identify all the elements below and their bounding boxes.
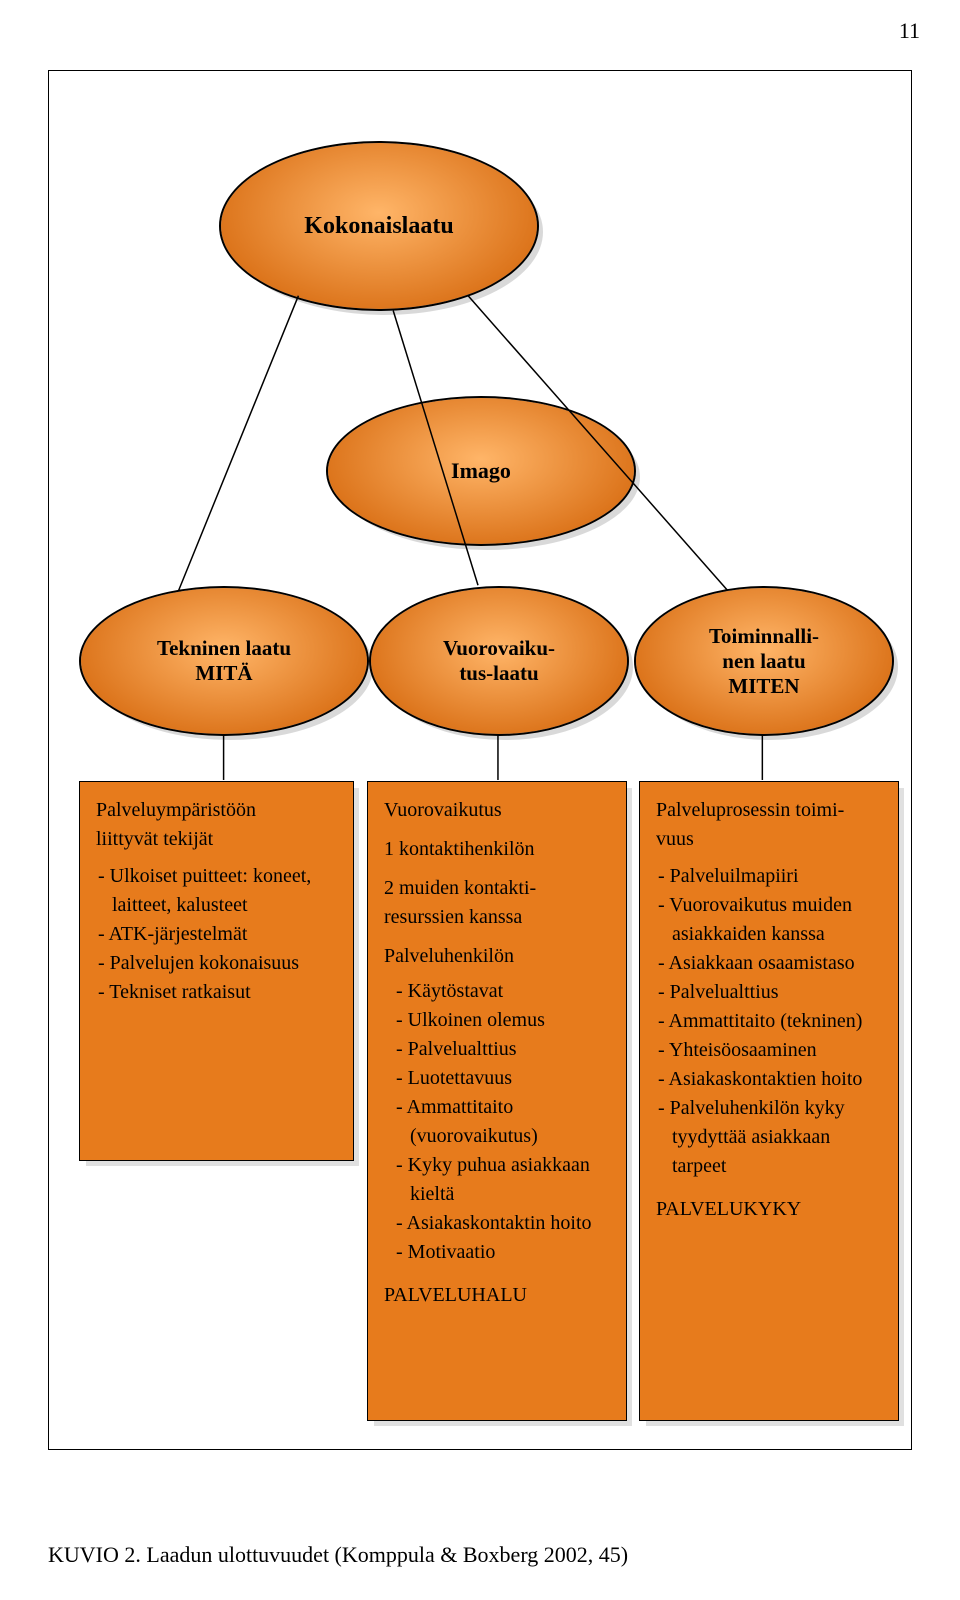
list-item: - Motivaatio (396, 1238, 610, 1267)
box-subheading: Palveluhenkilön (384, 942, 610, 971)
page-number: 11 (899, 18, 920, 44)
list-item: - Käytöstavat (396, 977, 610, 1006)
box-subheading: 2 muiden kontakti- resurssien kanssa (384, 874, 610, 932)
list-item: - Kyky puhua asiakkaan kieltä (396, 1151, 610, 1209)
list-item: - Asiakaskontaktien hoito (658, 1065, 882, 1094)
list-item: - Palveluhenkilön kyky tyydyttää asiakka… (658, 1094, 882, 1181)
diagram-frame: Kokonaislaatu Imago Tekninen laatu MITÄ … (48, 70, 912, 1450)
box-footer: PALVELUHALU (384, 1281, 610, 1310)
node-kokonaislaatu: Kokonaislaatu (219, 141, 539, 311)
box-heading: Palveluympäristöön liittyvät tekijät (96, 796, 337, 854)
box-heading: Vuorovaikutus (384, 796, 610, 825)
node-tekninen-laatu: Tekninen laatu MITÄ (79, 586, 369, 736)
list-item: - Palvelualttius (658, 978, 882, 1007)
node-label: Toiminnalli- nen laatu MITEN (709, 624, 819, 699)
node-label: Vuorovaiku- tus-laatu (443, 636, 555, 686)
list-item: - Asiakaskontaktin hoito (396, 1209, 610, 1238)
list-item: - Palveluilmapiiri (658, 862, 882, 891)
box-heading: Palveluprosessin toimi- vuus (656, 796, 882, 854)
list-item: - Palvelualttius (396, 1035, 610, 1064)
list-item: - Asiakkaan osaamistaso (658, 949, 882, 978)
list-item: - Palvelujen kokonaisuus (98, 949, 337, 978)
node-label: Imago (451, 458, 511, 484)
list-item: - Yhteisöosaaminen (658, 1036, 882, 1065)
box-list: - Ulkoiset puitteet: koneet, laitteet, k… (96, 862, 337, 1007)
node-label: Tekninen laatu MITÄ (157, 636, 291, 686)
list-item: - Luotettavuus (396, 1064, 610, 1093)
box-palveluprosessi: Palveluprosessin toimi- vuus - Palveluil… (639, 781, 899, 1421)
box-list: - Palveluilmapiiri- Vuorovaikutus muiden… (656, 862, 882, 1181)
box-footer: PALVELUKYKY (656, 1195, 882, 1224)
list-item: - Tekniset ratkaisut (98, 978, 337, 1007)
box-list: - Käytöstavat- Ulkoinen olemus- Palvelua… (384, 977, 610, 1267)
list-item: - Ammattitaito (tekninen) (658, 1007, 882, 1036)
box-vuorovaikutus: Vuorovaikutus 1 kontaktihenkilön 2 muide… (367, 781, 627, 1421)
node-vuorovaikutuslaatu: Vuorovaiku- tus-laatu (369, 586, 629, 736)
list-item: - Ulkoinen olemus (396, 1006, 610, 1035)
figure-caption: KUVIO 2. Laadun ulottuvuudet (Komppula &… (48, 1542, 628, 1568)
node-imago: Imago (326, 396, 636, 546)
node-toiminnallinen-laatu: Toiminnalli- nen laatu MITEN (634, 586, 894, 736)
list-item: - Ammattitaito (vuorovaikutus) (396, 1093, 610, 1151)
node-label: Kokonaislaatu (304, 213, 453, 240)
box-subheading: 1 kontaktihenkilön (384, 835, 610, 864)
list-item: - Ulkoiset puitteet: koneet, laitteet, k… (98, 862, 337, 920)
list-item: - Vuorovaikutus muiden asiakkaiden kanss… (658, 891, 882, 949)
box-palveluymparisto: Palveluympäristöön liittyvät tekijät - U… (79, 781, 354, 1161)
list-item: - ATK-järjestelmät (98, 920, 337, 949)
